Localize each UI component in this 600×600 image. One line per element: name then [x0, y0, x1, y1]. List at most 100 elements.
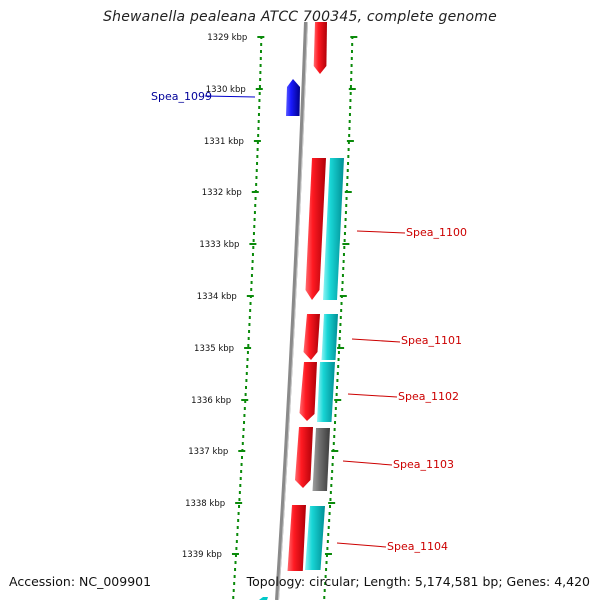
guide-dot [240, 463, 243, 466]
guide-dot [245, 379, 248, 382]
guide-dot [329, 491, 332, 494]
guide-dot [243, 414, 246, 417]
guide-dot [349, 99, 352, 102]
guide-dot [348, 120, 351, 123]
tick-mark [328, 502, 336, 504]
gene-label-spea-1104[interactable]: Spea_1104 [387, 540, 448, 553]
guide-dot [253, 211, 256, 214]
tick-label: 1336 kbp [191, 396, 231, 406]
guide-dot [238, 491, 241, 494]
guide-dot [257, 120, 260, 123]
guide-dot [248, 323, 251, 326]
guide-dot [330, 477, 333, 480]
guide-dot [339, 330, 342, 333]
guide-dot [343, 246, 346, 249]
guide-dot [345, 204, 348, 207]
gene-feature[interactable] [321, 314, 339, 360]
guide-dot [350, 71, 353, 74]
guide-dot [335, 393, 338, 396]
guide-dot [249, 302, 252, 305]
gene-feature[interactable] [299, 362, 318, 421]
tick-mark [235, 502, 243, 504]
guide-dot [331, 470, 334, 473]
gene-feature[interactable] [312, 428, 331, 491]
guide-dot [257, 127, 260, 130]
gene-label-spea-1101[interactable]: Spea_1101 [401, 334, 462, 347]
backbone-highlight [278, 21, 308, 600]
tick-mark [249, 243, 257, 245]
guide-dot [329, 498, 332, 501]
guide-dot [349, 85, 352, 88]
guide-dot [337, 365, 340, 368]
gene-feature[interactable] [323, 158, 344, 300]
guide-dot [255, 169, 258, 172]
guide-dot [256, 148, 259, 151]
gene-feature[interactable] [287, 505, 307, 571]
guide-dot [253, 225, 256, 228]
gene-feature[interactable] [317, 362, 335, 422]
tick-mark [246, 295, 254, 297]
guide-dot [236, 533, 239, 536]
guide-dot [326, 547, 329, 550]
gene-feature[interactable] [259, 597, 268, 600]
guide-dot [330, 484, 333, 487]
tick-mark [344, 191, 352, 193]
guide-dot [233, 575, 236, 578]
guide-dot [232, 596, 235, 599]
tick-mark [348, 88, 356, 90]
guide-dot [236, 526, 239, 529]
tick-label: 1337 kbp [188, 447, 228, 457]
gene-feature[interactable] [305, 506, 325, 570]
gene-label-spea-1102[interactable]: Spea_1102 [398, 390, 459, 403]
guide-dot [347, 148, 350, 151]
tick-label: 1332 kbp [202, 188, 242, 198]
guide-dot [331, 456, 334, 459]
guide-dot [243, 407, 246, 410]
tick-label: 1338 kbp [185, 499, 225, 509]
guide-dot [347, 141, 350, 144]
gene-feature[interactable] [313, 22, 327, 74]
gene-label-spea-1100[interactable]: Spea_1100 [406, 226, 467, 239]
guide-dot [259, 64, 262, 67]
gene-feature[interactable] [295, 427, 313, 488]
gene-feature[interactable] [305, 158, 327, 300]
guide-dot [252, 246, 255, 249]
guide-dot [239, 477, 242, 480]
guide-dot [350, 57, 353, 60]
guide-dot [238, 505, 241, 508]
guide-dot [350, 64, 353, 67]
guide-dot [234, 568, 237, 571]
guide-dot [255, 183, 258, 186]
guide-dot [240, 456, 243, 459]
gene-label-spea-1099[interactable]: Spea_1099 [151, 90, 212, 103]
guide-dot [232, 589, 235, 592]
guide-dot [259, 78, 262, 81]
guide-dot [344, 225, 347, 228]
tick-mark [334, 399, 342, 401]
guide-dot [323, 596, 326, 599]
guide-dot [337, 351, 340, 354]
guide-dot [348, 127, 351, 130]
guide-dot [324, 582, 327, 585]
guide-dot [332, 442, 335, 445]
guide-dot [325, 554, 328, 557]
guide-dot [344, 211, 347, 214]
guide-dot [257, 134, 260, 137]
guide-dot [258, 85, 261, 88]
guide-dot [248, 330, 251, 333]
guide-dot [343, 239, 346, 242]
guide-dot [346, 183, 349, 186]
guide-dot [244, 400, 247, 403]
guide-dot [340, 309, 343, 312]
gene-label-spea-1103[interactable]: Spea_1103 [393, 458, 454, 471]
guide-dot [239, 484, 242, 487]
guide-dot [341, 288, 344, 291]
guide-dot [333, 435, 336, 438]
guide-dot [248, 316, 251, 319]
guide-dot [259, 57, 262, 60]
guide-dot [251, 267, 254, 270]
gene-feature-spea-1099[interactable] [286, 79, 300, 116]
guide-dot [343, 232, 346, 235]
gene-feature[interactable] [303, 314, 321, 360]
